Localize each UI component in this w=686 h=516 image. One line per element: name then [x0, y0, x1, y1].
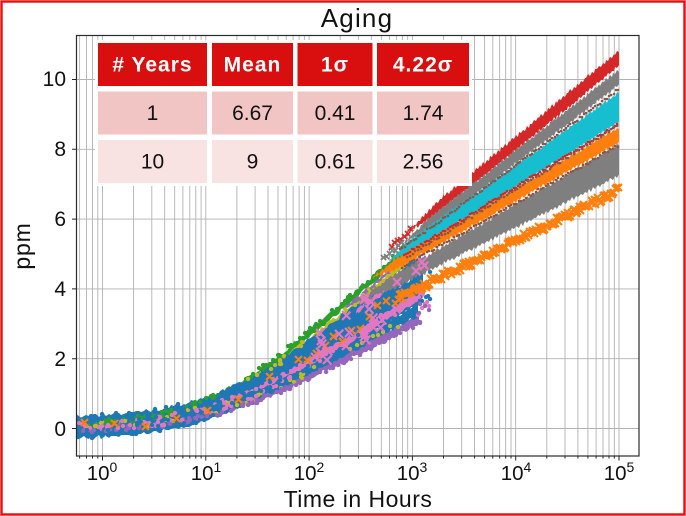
- svg-text:# Years: # Years: [112, 54, 192, 77]
- svg-text:Mean: Mean: [224, 54, 282, 77]
- svg-text:4.22σ: 4.22σ: [393, 54, 453, 77]
- svg-text:1.74: 1.74: [403, 102, 444, 125]
- svg-text:1: 1: [147, 102, 159, 125]
- svg-text:104: 104: [501, 459, 532, 485]
- svg-text:ppm: ppm: [9, 222, 35, 269]
- svg-text:9: 9: [247, 151, 259, 174]
- svg-text:8: 8: [54, 138, 66, 161]
- svg-text:6.67: 6.67: [232, 102, 273, 125]
- svg-text:10: 10: [43, 68, 66, 91]
- svg-text:0.41: 0.41: [315, 102, 356, 125]
- svg-text:4: 4: [54, 278, 66, 301]
- svg-text:Aging: Aging: [321, 3, 394, 33]
- svg-text:2: 2: [54, 348, 66, 371]
- svg-text:0: 0: [54, 418, 66, 441]
- svg-text:10: 10: [141, 151, 164, 174]
- svg-text:0.61: 0.61: [315, 151, 356, 174]
- svg-text:1σ: 1σ: [321, 54, 349, 77]
- svg-text:Time in Hours: Time in Hours: [284, 486, 433, 512]
- svg-text:2.56: 2.56: [403, 151, 444, 174]
- svg-text:6: 6: [54, 208, 66, 231]
